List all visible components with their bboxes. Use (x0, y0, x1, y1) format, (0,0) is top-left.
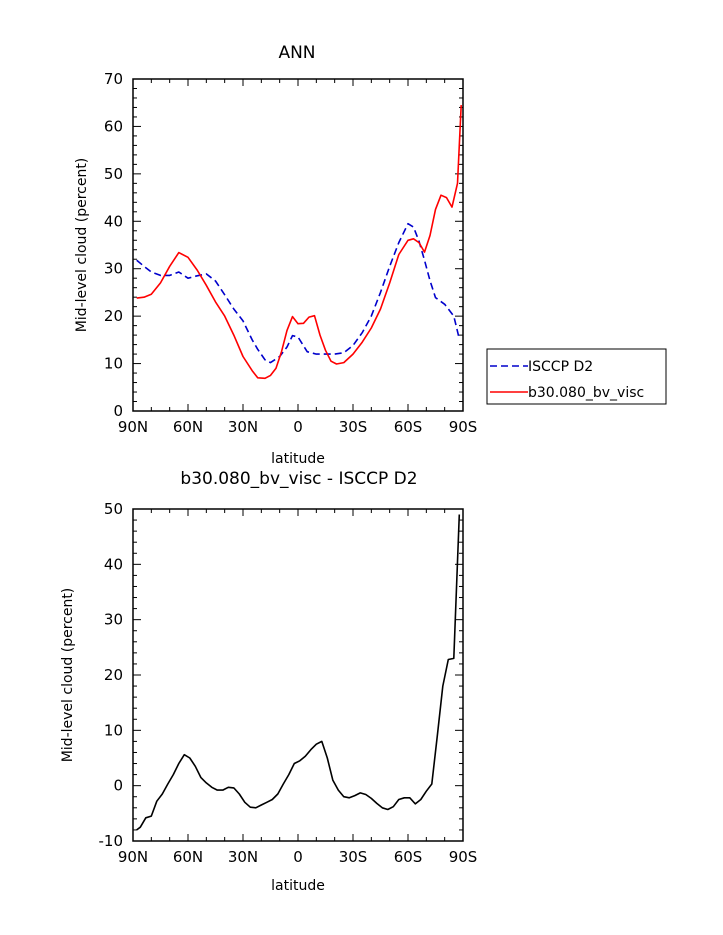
y-tick-label-bottom: 0 (113, 777, 123, 795)
panel-bottom-ticks: 90N 60N 30N 0 30S 60S 90S -10 0 10 20 30 40 50 (99, 500, 478, 866)
y-tick-label-bottom: -10 (99, 832, 124, 850)
y-tick-label-top: 70 (104, 70, 123, 88)
y-tick-label-top: 30 (104, 260, 123, 278)
y-tick-label-bottom: 50 (104, 500, 123, 518)
panel-top-ylabel: Mid-level cloud (percent) (74, 158, 90, 333)
x-tick-label-bottom: 30N (228, 848, 258, 866)
x-tick-label-top: 0 (293, 418, 303, 436)
legend-label-isccp-d2: ISCCP D2 (528, 359, 593, 375)
y-tick-label-top: 60 (104, 117, 123, 135)
x-tick-label-bottom: 30S (339, 848, 368, 866)
panel-top: ANN 90N 60N 30N 0 30S 60S 90S 0 10 20 30 40 50 60 70 l… (74, 43, 477, 467)
panel-top-title: ANN (278, 43, 315, 63)
x-tick-label-bottom: 90S (449, 848, 478, 866)
y-tick-label-top: 0 (113, 402, 123, 420)
y-tick-label-bottom: 30 (104, 611, 123, 629)
y-tick-label-top: 10 (104, 355, 123, 373)
series-line-b30-080-bv-visc (136, 105, 462, 380)
panel-bottom-xlabel: latitude (271, 878, 325, 894)
x-tick-label-bottom: 90N (118, 848, 148, 866)
x-tick-label-top: 90N (118, 418, 148, 436)
panel-bottom-series (136, 514, 461, 831)
legend: ISCCP D2 b30.080_bv_visc (486, 348, 667, 405)
x-tick-label-bottom: 0 (293, 848, 303, 866)
panel-bottom-frame (132, 508, 464, 842)
panel-top-series (136, 105, 462, 380)
legend-box (486, 348, 667, 405)
legend-label-b30: b30.080_bv_visc (528, 385, 644, 401)
panel-top-frame (132, 78, 464, 412)
panel-top-xlabel: latitude (271, 451, 325, 467)
y-tick-label-top: 50 (104, 165, 123, 183)
y-tick-label-bottom: 10 (104, 721, 123, 739)
panel-bottom-ylabel: Mid-level cloud (percent) (60, 588, 76, 763)
panel-top-ticks: 90N 60N 30N 0 30S 60S 90S 0 10 20 30 40 50 60 70 (104, 70, 477, 436)
panel-bottom-title: b30.080_bv_visc - ISCCP D2 (180, 469, 417, 489)
y-tick-label-top: 40 (104, 212, 123, 230)
y-tick-label-bottom: 20 (104, 666, 123, 684)
x-tick-label-top: 30N (228, 418, 258, 436)
x-tick-label-bottom: 60N (173, 848, 203, 866)
y-tick-label-bottom: 40 (104, 555, 123, 573)
panel-bottom: b30.080_bv_visc - ISCCP D2 90N 60N 30N 0 30S… (60, 469, 477, 894)
x-tick-label-top: 60S (394, 418, 423, 436)
series-line-difference (136, 514, 461, 831)
y-tick-label-top: 20 (104, 307, 123, 325)
series-line-isccp-d2 (136, 222, 461, 364)
x-tick-label-top: 30S (339, 418, 368, 436)
x-tick-label-bottom: 60S (394, 848, 423, 866)
x-tick-label-top: 60N (173, 418, 203, 436)
x-tick-label-top: 90S (449, 418, 478, 436)
